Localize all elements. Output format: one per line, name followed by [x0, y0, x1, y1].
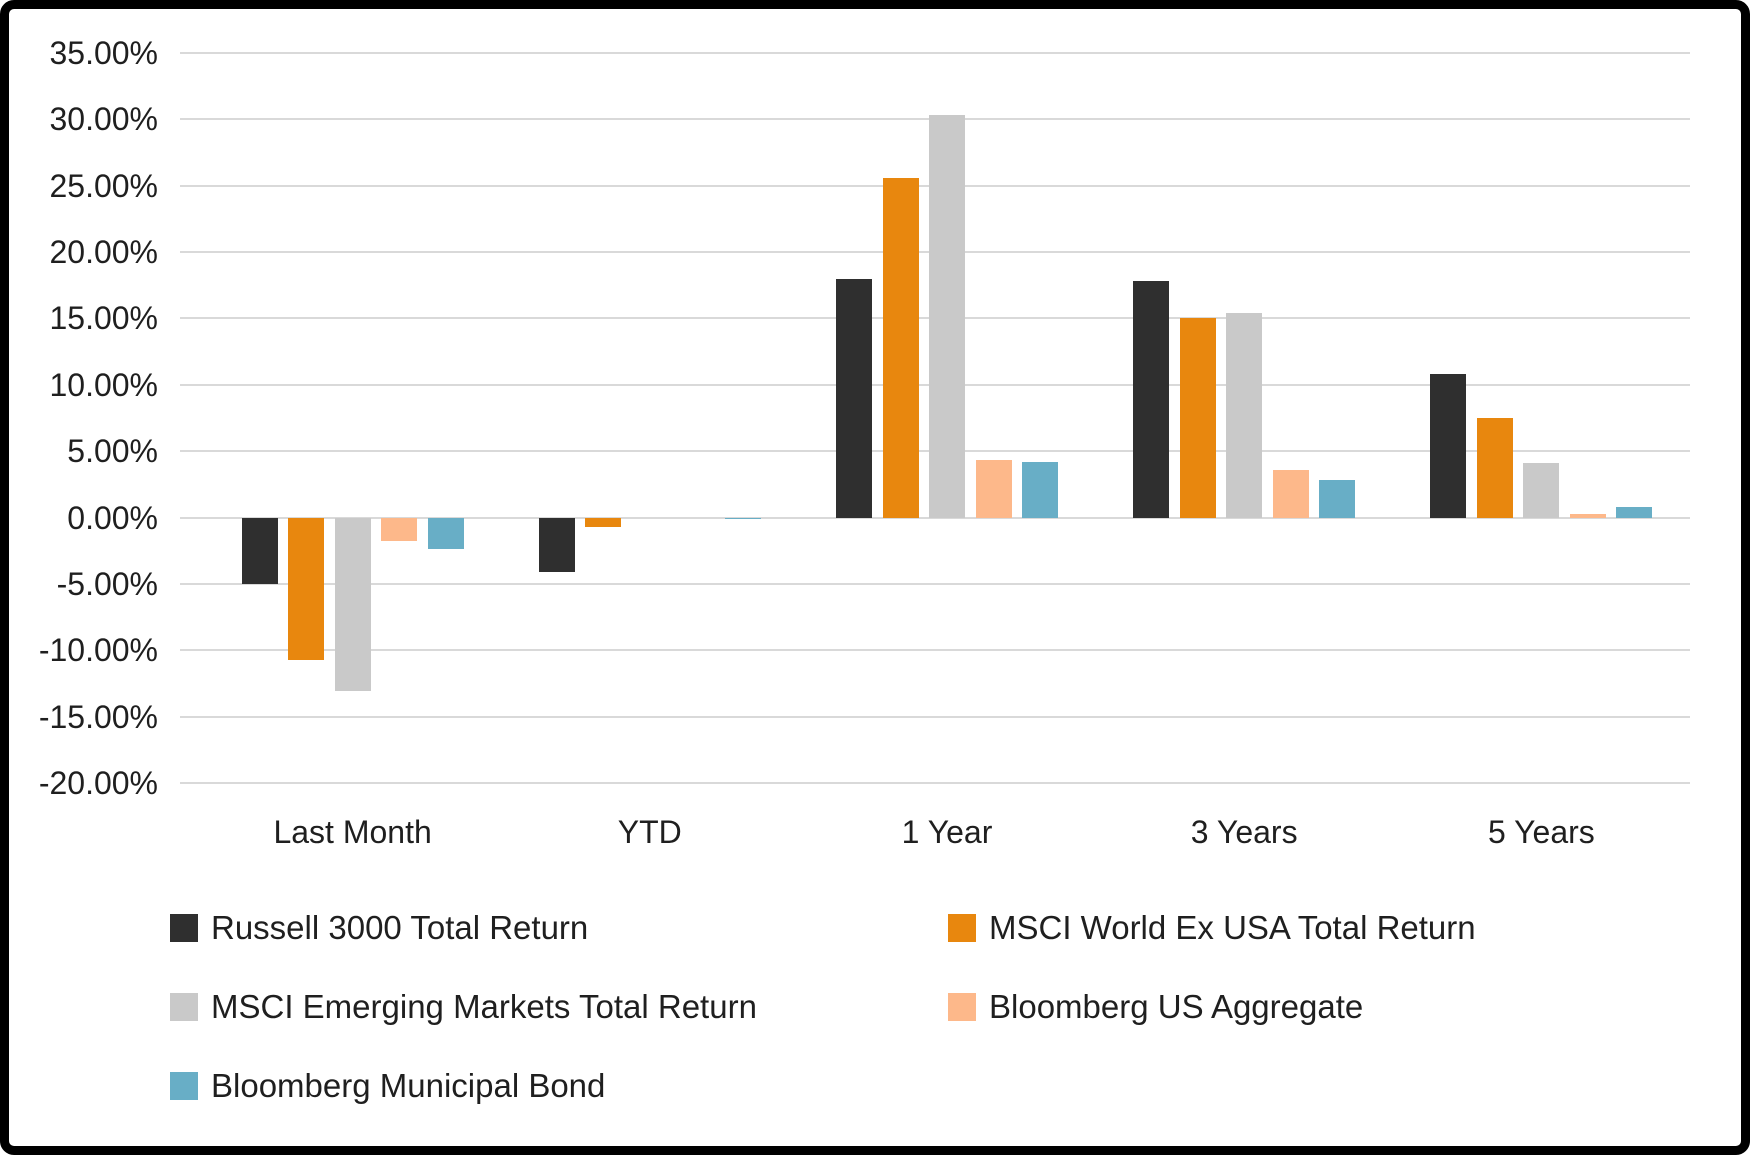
bar	[1523, 463, 1560, 518]
legend-label: Bloomberg US Aggregate	[989, 988, 1364, 1025]
bar	[288, 517, 325, 660]
bar	[1476, 418, 1513, 518]
legend-label: MSCI Emerging Markets Total Return	[211, 988, 757, 1025]
x-axis-category-label: 3 Years	[1190, 814, 1298, 850]
y-axis-tick-label: -5.00%	[56, 565, 158, 602]
legend-item: Bloomberg US Aggregate	[948, 987, 1363, 1027]
bar	[929, 115, 965, 518]
bar	[975, 460, 1012, 518]
y-axis-tick-label: 20.00%	[49, 234, 158, 271]
bar	[1133, 281, 1170, 518]
gridline	[180, 582, 1690, 585]
legend-item: MSCI World Ex USA Total Return	[948, 908, 1476, 948]
gridline	[180, 52, 1690, 54]
bar	[585, 517, 622, 527]
y-axis-tick-label: 0.00%	[67, 499, 158, 536]
legend-marker-swatch	[948, 993, 976, 1021]
gridline	[180, 516, 1690, 519]
y-axis-tick-label: -20.00%	[38, 765, 158, 801]
legend-marker-swatch	[170, 914, 198, 942]
bar	[724, 517, 761, 519]
legend-label: Russell 3000 Total Return	[211, 909, 589, 946]
y-axis-tick-label: 25.00%	[49, 167, 158, 204]
legend-item: MSCI Emerging Markets Total Return	[170, 987, 757, 1027]
legend-marker-swatch	[170, 993, 198, 1021]
y-axis-tick-label: -10.00%	[38, 632, 158, 669]
y-axis-tick-label: 35.00%	[49, 35, 158, 71]
bar	[1272, 469, 1309, 518]
bar	[1569, 513, 1606, 518]
bar	[1226, 313, 1263, 518]
gridline	[180, 782, 1690, 784]
bar	[836, 278, 872, 518]
legend-marker-swatch	[170, 1072, 198, 1100]
y-axis-tick-label: 15.00%	[49, 300, 158, 337]
legend-label: Bloomberg Municipal Bond	[211, 1067, 606, 1104]
gridline	[180, 715, 1690, 718]
bar	[427, 517, 464, 550]
x-axis-category-label: 5 Years	[1488, 814, 1595, 850]
bar	[1430, 374, 1467, 518]
legend-item: Russell 3000 Total Return	[170, 908, 588, 948]
gridline	[180, 649, 1690, 652]
y-axis-tick-label: 10.00%	[49, 366, 158, 403]
legend-label: MSCI World Ex USA Total Return	[989, 909, 1476, 946]
bar	[1319, 480, 1356, 518]
bar	[241, 517, 278, 584]
x-axis-category-label: Last Month	[273, 814, 432, 850]
bar	[381, 517, 418, 542]
y-axis-tick-label: 30.00%	[49, 101, 158, 138]
legend-item: Bloomberg Municipal Bond	[170, 1066, 605, 1106]
bar	[1022, 461, 1058, 518]
legend-marker-swatch	[948, 914, 976, 942]
bar	[538, 517, 575, 572]
y-axis-tick-label: 5.00%	[67, 433, 158, 470]
bar	[882, 177, 919, 518]
bar	[1616, 506, 1653, 518]
x-axis-category-label: 1 Year	[901, 814, 993, 850]
x-axis-category-label: YTD	[617, 814, 682, 850]
bar	[1179, 318, 1216, 518]
bar	[334, 517, 371, 692]
y-axis-tick-label: -15.00%	[38, 698, 158, 735]
